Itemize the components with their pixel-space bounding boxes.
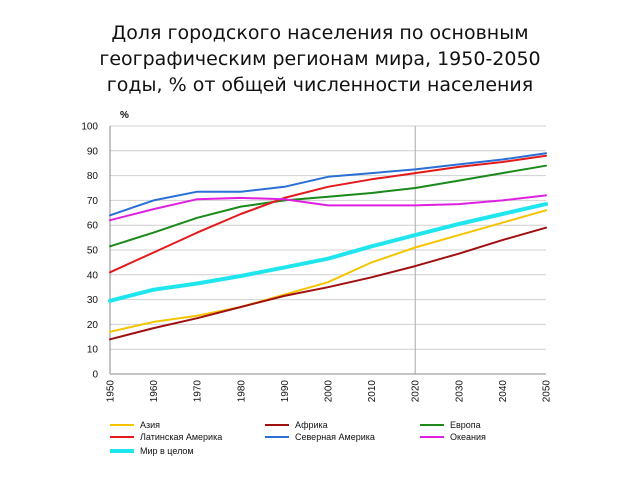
x-tick-label: 1980	[236, 380, 247, 403]
x-tick-label: 2020	[411, 380, 422, 403]
x-tick-label: 2040	[498, 380, 509, 403]
y-tick-label: 20	[87, 320, 99, 331]
chart-title: Доля городского населения по основным ге…	[0, 20, 640, 98]
chart-title-line-2: географическим регионам мира, 1950-2050	[99, 48, 541, 70]
y-tick-label: 80	[87, 171, 99, 182]
x-tick-label: 1960	[149, 380, 160, 403]
y-tick-label: 40	[87, 270, 99, 281]
series-line	[108, 202, 548, 303]
series-line	[109, 209, 547, 333]
x-tick-label: 2030	[454, 380, 465, 403]
x-tick-label: 1970	[193, 380, 204, 403]
legend-label: Океания	[450, 432, 486, 442]
x-tick-label: 2050	[542, 380, 553, 403]
y-tick-label: 70	[87, 196, 99, 207]
y-tick-label: 10	[87, 345, 99, 356]
legend-label: Латинская Америка	[140, 432, 222, 442]
x-tick-label: 1950	[106, 380, 117, 403]
y-tick-label: 30	[87, 295, 99, 306]
y-tick-label: 0	[92, 370, 98, 381]
x-tick-label: 2000	[324, 380, 335, 403]
y-tick-label: 90	[87, 146, 99, 157]
y-axis-unit: %	[120, 110, 129, 121]
x-tick-label: 2010	[367, 380, 378, 403]
series-line	[109, 152, 547, 217]
series-line	[109, 226, 547, 341]
y-tick-label: 100	[81, 122, 98, 133]
legend-label: Мир в целом	[140, 446, 194, 456]
legend-label: Европа	[450, 420, 481, 430]
legend-label: Африка	[295, 420, 328, 430]
grid	[110, 125, 546, 374]
y-tick-label: 50	[87, 246, 99, 257]
y-tick-label: 60	[87, 221, 99, 232]
chart-title-line-1: Доля городского населения по основным	[111, 22, 529, 44]
legend-label: Северная Америка	[295, 432, 375, 442]
chart-title-line-3: годы, % от общей численности населения	[106, 74, 534, 96]
series-lines	[108, 152, 548, 341]
series-line	[109, 164, 547, 248]
legend: Азия Африка Европа Латинская Америка Северна…	[110, 420, 486, 456]
series-line	[109, 194, 547, 222]
series-line	[109, 154, 547, 274]
legend-label: Азия	[140, 420, 160, 430]
x-tick-label: 1990	[280, 380, 291, 403]
